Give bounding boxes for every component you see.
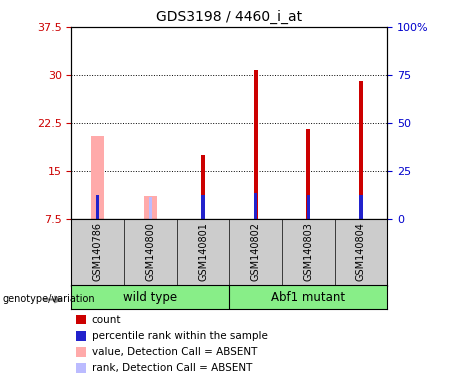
Bar [91, 136, 104, 219]
Text: percentile rank within the sample: percentile rank within the sample [92, 331, 268, 341]
Bar [359, 195, 362, 219]
Text: GSM140804: GSM140804 [356, 222, 366, 281]
Title: GDS3198 / 4460_i_at: GDS3198 / 4460_i_at [156, 10, 302, 25]
Text: rank, Detection Call = ABSENT: rank, Detection Call = ABSENT [92, 363, 252, 373]
Bar [201, 195, 205, 219]
Text: GSM140786: GSM140786 [93, 222, 103, 281]
Bar [96, 195, 100, 219]
Text: genotype/variation: genotype/variation [2, 294, 95, 304]
Bar [307, 195, 310, 219]
Text: GSM140801: GSM140801 [198, 222, 208, 281]
Text: value, Detection Call = ABSENT: value, Detection Call = ABSENT [92, 347, 257, 357]
Text: GSM140802: GSM140802 [251, 222, 260, 281]
Text: count: count [92, 314, 121, 325]
Bar [254, 70, 258, 219]
Text: GSM140800: GSM140800 [145, 222, 155, 281]
Bar [306, 129, 310, 219]
Text: GSM140803: GSM140803 [303, 222, 313, 281]
Bar [359, 81, 363, 219]
Bar [201, 155, 205, 219]
Bar [144, 197, 157, 219]
Text: wild type: wild type [124, 291, 177, 304]
Text: Abf1 mutant: Abf1 mutant [271, 291, 345, 304]
Bar [149, 197, 152, 219]
Bar [254, 193, 257, 219]
